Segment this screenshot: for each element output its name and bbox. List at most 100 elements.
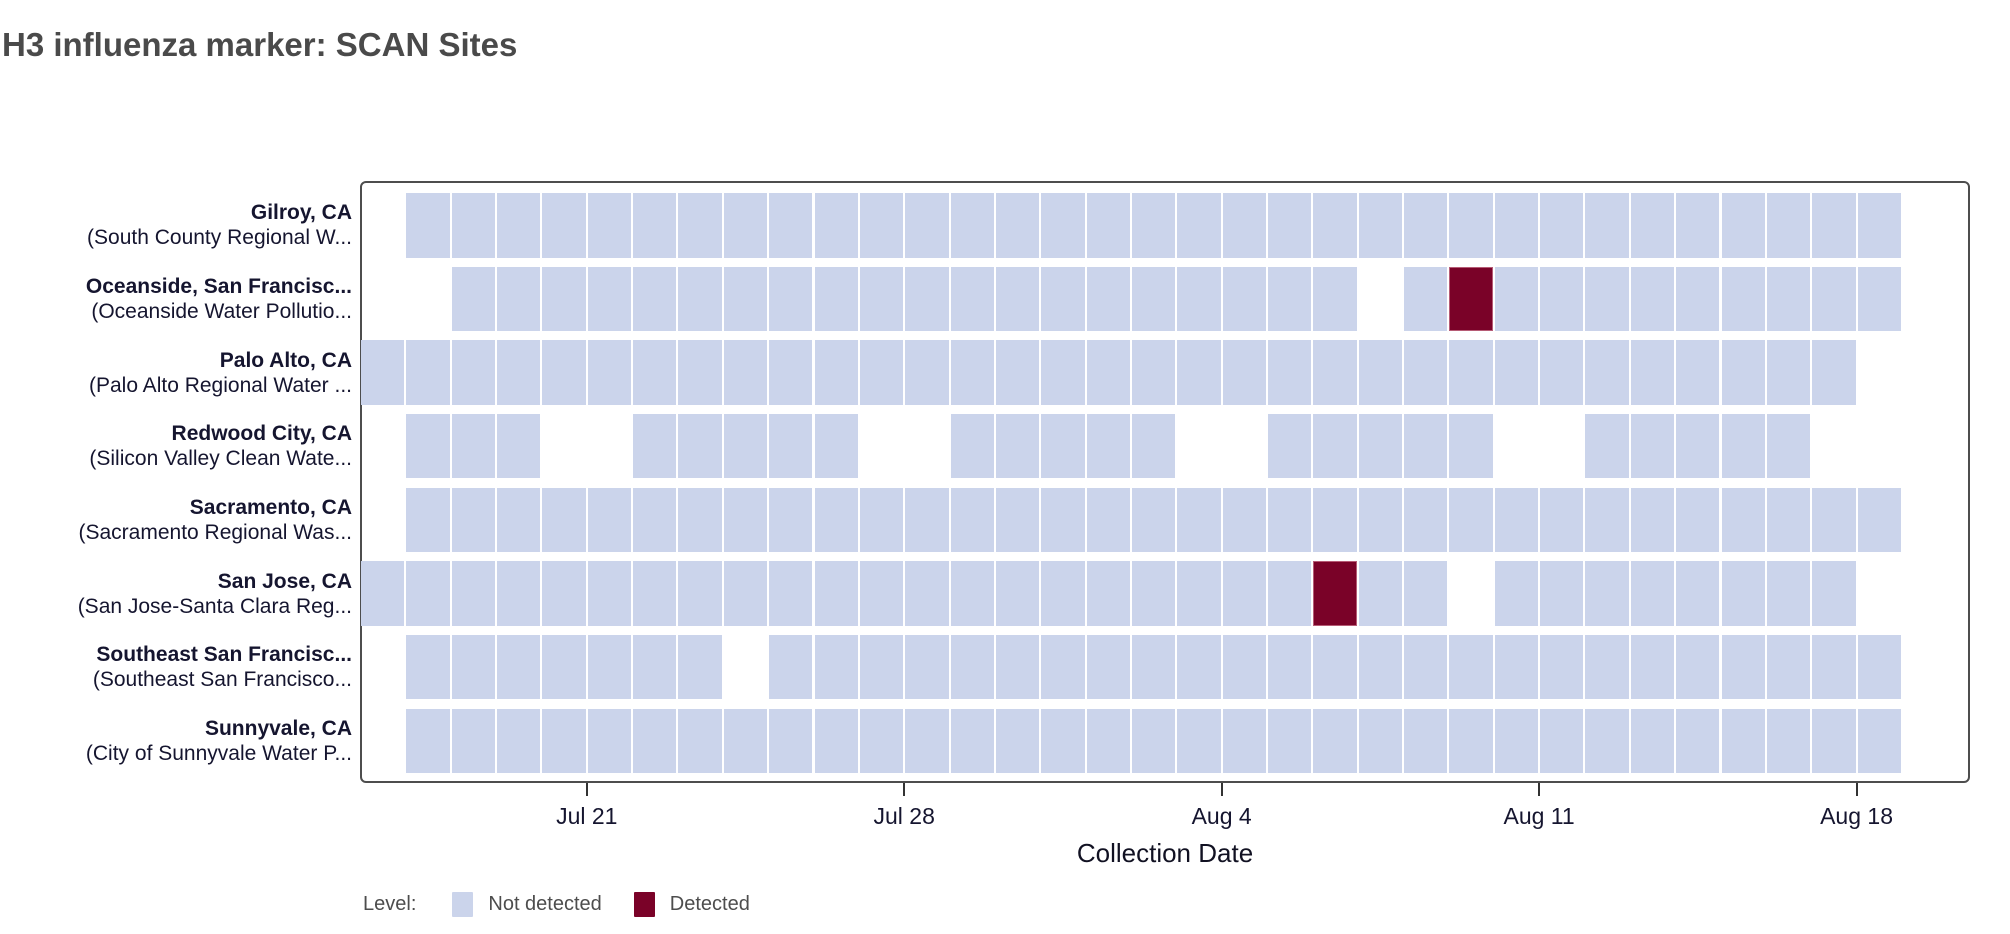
day-tile bbox=[995, 561, 1040, 626]
day-tile bbox=[678, 340, 722, 405]
day-tile bbox=[1630, 561, 1675, 626]
day-tile bbox=[1313, 708, 1357, 774]
day-tile bbox=[995, 340, 1040, 405]
day-tile bbox=[587, 193, 632, 258]
day-tile bbox=[587, 487, 632, 553]
day-tile bbox=[587, 340, 632, 405]
day-tile bbox=[1676, 193, 1720, 258]
day-tile bbox=[1812, 487, 1856, 553]
day-tile bbox=[1177, 634, 1221, 700]
day-tile bbox=[1857, 487, 1901, 553]
day-tile bbox=[905, 634, 949, 700]
day-tile bbox=[1494, 193, 1539, 258]
day-tile bbox=[1449, 487, 1493, 553]
day-tile bbox=[1041, 708, 1085, 774]
day-tile bbox=[1585, 487, 1629, 553]
day-tile bbox=[1449, 634, 1493, 700]
day-tile bbox=[995, 708, 1040, 774]
day-tile bbox=[406, 487, 450, 553]
day-tile bbox=[1585, 634, 1629, 700]
day-tile bbox=[1177, 708, 1221, 774]
day-tile bbox=[451, 634, 496, 700]
x-axis-tick-mark bbox=[1220, 783, 1223, 796]
x-axis-tick-mark bbox=[585, 783, 588, 796]
day-tile bbox=[1721, 340, 1765, 405]
day-tile bbox=[497, 634, 541, 700]
day-tile bbox=[542, 193, 586, 258]
legend: Level: Not detected Detected bbox=[363, 892, 782, 917]
day-tile bbox=[723, 340, 768, 405]
day-tile bbox=[1131, 193, 1176, 258]
day-tile bbox=[406, 193, 450, 258]
day-tile bbox=[1494, 266, 1539, 332]
day-tile bbox=[1222, 487, 1266, 553]
day-tile bbox=[769, 634, 813, 700]
chart-title: H3 influenza marker: SCAN Sites bbox=[2, 26, 518, 63]
day-tile bbox=[1585, 561, 1629, 626]
day-tile bbox=[1540, 193, 1584, 258]
day-tile bbox=[723, 708, 768, 774]
day-tile bbox=[1086, 340, 1130, 405]
day-tile bbox=[905, 487, 949, 553]
day-tile bbox=[1041, 413, 1085, 479]
day-tile bbox=[814, 561, 858, 626]
day-tile bbox=[950, 634, 994, 700]
x-axis-title: Collection Date bbox=[1076, 838, 1254, 868]
site-label: Southeast San Francisc... (Southeast San … bbox=[0, 635, 352, 700]
day-tile bbox=[1268, 413, 1312, 479]
day-tile bbox=[633, 634, 677, 700]
day-tile bbox=[1812, 340, 1856, 405]
day-tile bbox=[678, 708, 722, 774]
day-tile bbox=[1086, 413, 1130, 479]
site-city: Oceanside, San Francisc... bbox=[85, 274, 352, 298]
day-tile bbox=[1812, 634, 1856, 700]
day-tile bbox=[678, 561, 722, 626]
x-axis-tick-label: Aug 18 bbox=[1820, 803, 1893, 829]
day-tile bbox=[497, 708, 541, 774]
day-tile bbox=[1494, 634, 1539, 700]
day-tile bbox=[905, 193, 949, 258]
day-tile bbox=[1177, 487, 1221, 553]
day-tile bbox=[814, 634, 858, 700]
day-tile bbox=[1358, 193, 1403, 258]
day-tile bbox=[406, 561, 450, 626]
day-tile bbox=[1222, 340, 1266, 405]
day-tile bbox=[1449, 708, 1493, 774]
day-tile bbox=[1449, 193, 1493, 258]
day-tile bbox=[1721, 708, 1765, 774]
day-tile bbox=[542, 487, 586, 553]
day-tile bbox=[1358, 340, 1403, 405]
day-tile bbox=[1540, 266, 1584, 332]
legend-item-label: Not detected bbox=[488, 893, 602, 915]
site-facility: (South County Regional W... bbox=[87, 226, 352, 250]
day-tile bbox=[1449, 340, 1493, 405]
day-tile bbox=[361, 561, 405, 626]
day-tile bbox=[1721, 413, 1765, 479]
day-tile bbox=[995, 634, 1040, 700]
day-tile bbox=[1131, 634, 1176, 700]
x-axis-tick-label: Jul 28 bbox=[873, 803, 935, 829]
day-tile-detected bbox=[1313, 561, 1357, 626]
day-tile bbox=[1676, 634, 1720, 700]
site-facility: (Sacramento Regional Was... bbox=[78, 520, 352, 544]
day-tile bbox=[1494, 487, 1539, 553]
day-tile bbox=[1131, 266, 1176, 332]
day-tile bbox=[905, 266, 949, 332]
day-tile bbox=[950, 487, 994, 553]
day-tile bbox=[814, 487, 858, 553]
day-tile bbox=[678, 193, 722, 258]
day-tile bbox=[1721, 193, 1765, 258]
day-tile bbox=[1630, 340, 1675, 405]
day-tile bbox=[587, 708, 632, 774]
day-tile bbox=[950, 193, 994, 258]
day-tile bbox=[1812, 266, 1856, 332]
day-tile bbox=[542, 266, 586, 332]
day-tile bbox=[1177, 266, 1221, 332]
day-tile bbox=[814, 340, 858, 405]
day-tile bbox=[950, 266, 994, 332]
day-tile bbox=[1041, 634, 1085, 700]
day-tile bbox=[950, 413, 994, 479]
day-tile bbox=[859, 634, 904, 700]
day-tile bbox=[587, 634, 632, 700]
day-tile bbox=[542, 634, 586, 700]
